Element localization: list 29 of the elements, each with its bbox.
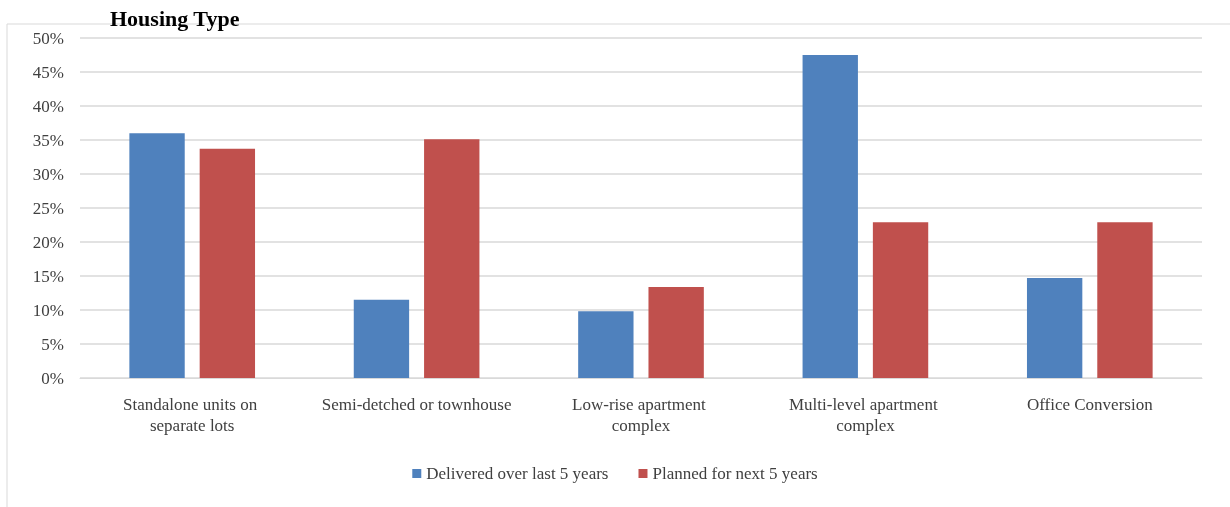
bar (578, 311, 634, 378)
x-tick-label: Multi-level apartment complex (788, 395, 942, 435)
y-tick-label: 50% (32, 28, 64, 48)
bar (1097, 222, 1153, 378)
y-tick-label: 5% (41, 334, 64, 354)
legend-label: Delivered over last 5 years (426, 464, 609, 483)
y-tick-label: 20% (32, 232, 64, 252)
x-tick-label: Low-rise apartment complex (572, 395, 710, 435)
chart-title: Housing Type (110, 5, 240, 31)
bar (648, 286, 704, 378)
y-tick-label: 30% (32, 164, 64, 184)
legend-label: Planned for next 5 years (652, 464, 818, 483)
bar (353, 299, 410, 378)
y-tick-label: 0% (41, 368, 64, 388)
bar (1026, 278, 1083, 378)
y-tick-label: 40% (32, 96, 64, 116)
y-tick-label: 25% (32, 198, 64, 218)
y-tick-label: 35% (32, 130, 64, 150)
y-tick-label: 10% (32, 300, 64, 320)
bar (199, 148, 256, 378)
x-tick-label: Semi-detched or townhouse (321, 395, 512, 414)
x-tick-label: Standalone units on separate lots (123, 395, 262, 435)
bar (872, 222, 929, 378)
y-tick-label: 15% (32, 266, 64, 286)
x-tick-label: Office Conversion (1026, 395, 1154, 414)
bar (424, 139, 480, 378)
bar (802, 55, 858, 378)
y-tick-label: 45% (32, 62, 64, 82)
bar (129, 133, 185, 378)
